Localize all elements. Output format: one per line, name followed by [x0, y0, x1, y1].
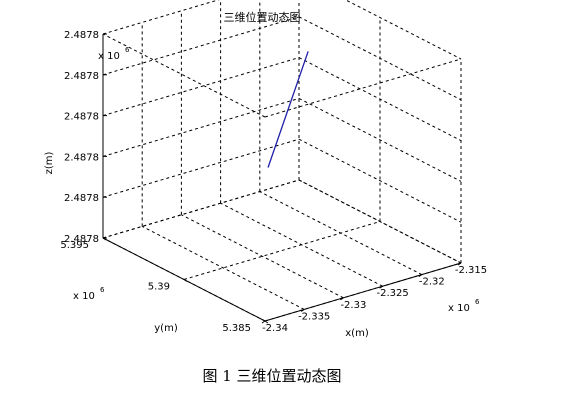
axes-grid	[102, 0, 462, 322]
grid-line-z	[102, 0, 220, 35]
x-tick-label: -2.33	[340, 300, 366, 311]
svg-text:x 10: x 10	[73, 291, 95, 302]
svg-text:6: 6	[100, 286, 105, 294]
svg-text:x 10: x 10	[98, 51, 120, 62]
x-tick	[300, 308, 305, 312]
box-edge	[264, 58, 462, 118]
grid-line-z	[344, 0, 462, 60]
svg-text:x 10: x 10	[448, 303, 470, 314]
grid-line-y	[183, 221, 381, 280]
x-tick-label: -2.335	[298, 311, 330, 322]
series-layer	[267, 51, 309, 168]
grid-line-z	[298, 57, 462, 142]
tick-labels: -2.34 -2.335 -2.33 -2.325 -2.32 -2.315 5.385 5.…	[60, 30, 487, 334]
chart-title: 三维位置动态图	[224, 10, 301, 24]
y-tick	[183, 279, 188, 282]
series-line	[267, 51, 309, 168]
x-tick	[418, 274, 423, 278]
grid-line-z	[102, 57, 300, 117]
z-tick-label: 2.4878	[64, 112, 99, 123]
z-tick-label: 2.4878	[64, 234, 99, 245]
x-axis-line	[264, 262, 462, 322]
y-tick-label: 5.395	[60, 240, 89, 251]
x-tick-label: -2.315	[455, 265, 487, 276]
x-tick	[340, 297, 344, 301]
y-tick	[264, 320, 269, 324]
grid-line-z	[102, 179, 300, 239]
svg-text:6: 6	[125, 46, 130, 54]
z-exponent: x 10 6	[98, 46, 130, 62]
z-tick-label: 2.4878	[64, 71, 99, 82]
grid-line-x	[181, 214, 344, 299]
z-tick-label: 2.4878	[64, 30, 99, 41]
y-tick-label: 5.385	[222, 323, 251, 334]
grid-line-z	[298, 97, 462, 182]
x-exponent: x 10 6	[448, 298, 480, 314]
x-axis-label: x(m)	[345, 328, 369, 339]
z-tick-label: 2.4878	[64, 152, 99, 163]
grid-line-z	[298, 138, 462, 223]
x-tick-label: -2.32	[419, 277, 445, 288]
grid-line-x	[141, 225, 305, 310]
grid-line-z	[102, 16, 300, 76]
x-tick-label: -2.325	[376, 288, 408, 299]
grid-line-z	[102, 138, 300, 198]
grid-line-z	[298, 16, 462, 101]
svg-text:6: 6	[475, 298, 480, 306]
x-tick	[261, 320, 266, 324]
x-tick	[379, 285, 383, 289]
x-tick	[457, 262, 462, 266]
box-edge	[102, 33, 266, 118]
grid-line-z	[102, 97, 300, 157]
z-tick-label: 2.4878	[64, 193, 99, 204]
grid-line-z	[298, 179, 462, 264]
z-axis-label: z(m)	[44, 152, 55, 175]
y-axis-label: y(m)	[154, 323, 178, 334]
figure-caption: 图 1 三维位置动态图	[202, 367, 341, 385]
y-exponent: x 10 6	[73, 286, 105, 302]
x-tick-label: -2.34	[262, 323, 288, 334]
y-tick-label: 5.39	[148, 282, 170, 293]
